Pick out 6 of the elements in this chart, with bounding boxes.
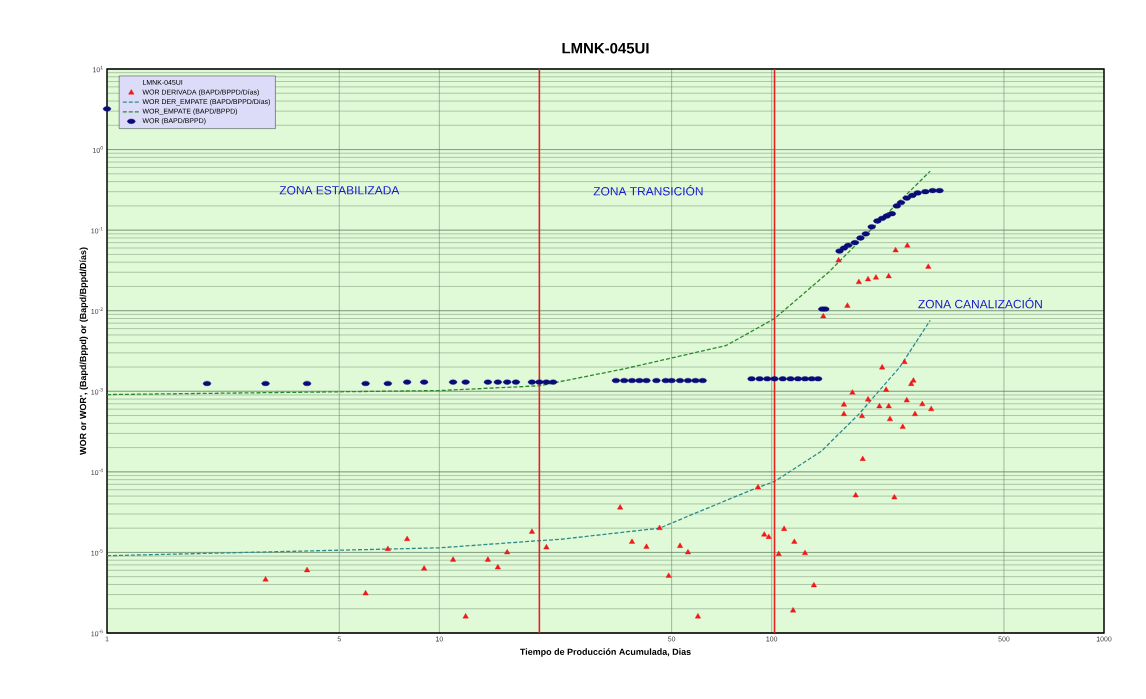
annotation: ZONA CANALIZACIÓN — [918, 297, 1042, 309]
y-axis-title: WOR or WOR', (Bapd/Bppd) or (Bapd/Bppd/Días) — [79, 247, 88, 455]
annotation: ZONA TRANSICIÓN — [593, 185, 703, 196]
chart-title: LMNK-045UI — [562, 42, 649, 54]
annotation: ZONA ESTABILIZADA — [279, 186, 400, 195]
x-axis-title: Tiempo de Producción Acumulada, Dias — [519, 648, 691, 657]
